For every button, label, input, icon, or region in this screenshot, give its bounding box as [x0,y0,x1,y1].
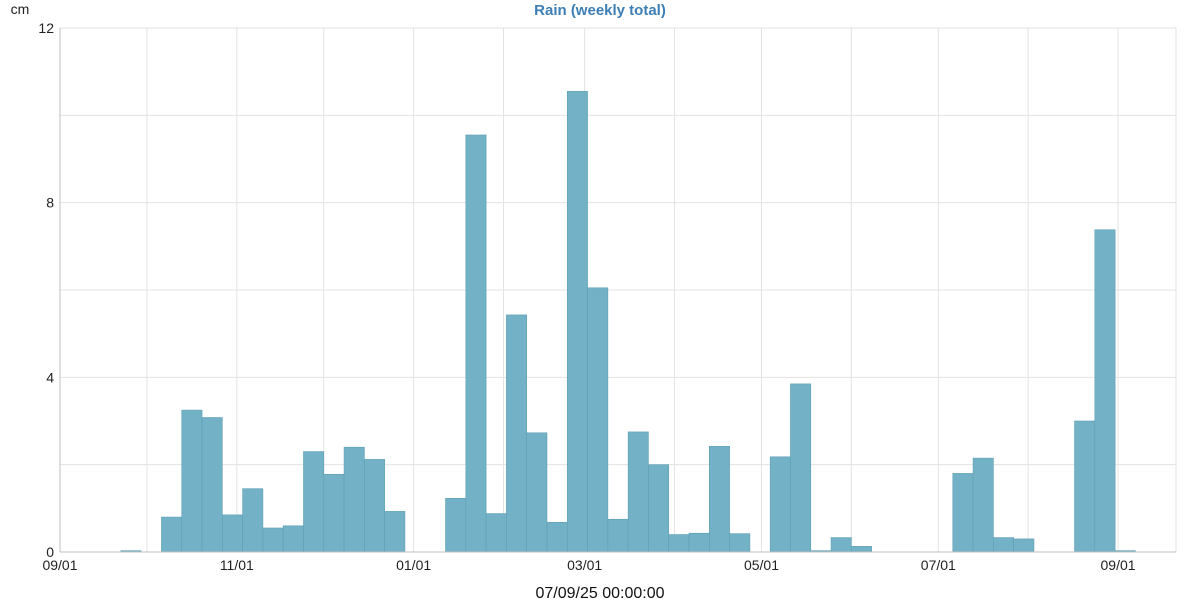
bar [161,516,183,553]
bar [485,513,507,553]
bar [526,432,548,553]
bar [282,525,304,553]
bar [262,527,284,553]
bar [566,91,588,553]
bar [709,446,730,553]
bar [688,532,710,553]
y-tick-label: 8 [46,195,54,211]
bar [201,417,223,553]
bar [607,518,629,553]
bar [972,457,994,553]
y-axis-unit-label: cm [11,1,30,17]
x-tick-label: 05/01 [744,557,779,573]
bar [1074,420,1096,553]
x-tick-label: 09/01 [42,557,77,573]
bar [648,464,670,553]
bar [627,431,649,553]
y-tick-label: 4 [46,369,54,385]
bar [384,511,406,553]
bar [1013,538,1035,553]
axes [59,28,1176,553]
bar [303,451,325,553]
bar [546,522,568,553]
bar [181,409,203,553]
gridlines [59,27,1177,553]
x-tick-label: 01/01 [396,557,431,573]
bar [343,446,365,553]
bar [506,314,527,553]
bars [120,91,1136,553]
bar [851,546,872,553]
bar [668,534,690,553]
y-tick-label: 0 [46,544,54,560]
y-tick-label: 12 [38,20,54,36]
bar [790,383,812,553]
bar [587,287,609,553]
bar [445,497,467,553]
timestamp-footer: 07/09/25 00:00:00 [535,585,664,600]
x-tick-label: 11/01 [220,557,254,573]
bar [830,537,852,553]
bar [952,473,974,553]
bar [242,488,264,553]
x-tick-label: 03/01 [567,557,602,573]
x-tick-label: 07/01 [921,557,956,573]
x-tick-label: 09/01 [1101,557,1136,573]
bar [1094,229,1116,553]
bar [769,456,791,553]
chart-title: Rain (weekly total) [534,2,666,19]
bar [222,514,243,553]
bar [323,473,345,553]
tick-labels: 0 4 8 12 09/01 11/01 01/01 03/01 05/01 07/01 09/01 [38,20,1135,573]
bar [465,134,487,553]
bar [993,537,1014,553]
bar [364,459,385,553]
bar [729,533,751,553]
